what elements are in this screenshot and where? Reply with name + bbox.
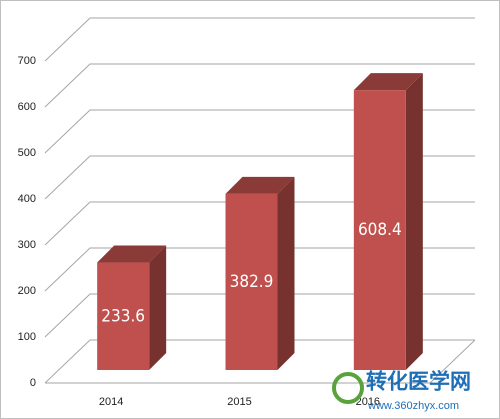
- y-tick-label: 0: [30, 377, 36, 389]
- x-tick-label: 2015: [227, 396, 251, 408]
- bar-side: [149, 245, 167, 370]
- grid-line: [44, 339, 475, 384]
- grid-line: [44, 109, 475, 154]
- y-tick-label: 100: [18, 331, 36, 343]
- bar: [225, 193, 278, 370]
- y-tick-label: 600: [18, 101, 36, 113]
- watermark-url: www.360zhyx.com: [367, 400, 459, 412]
- grid-line: [44, 201, 475, 246]
- bar: [97, 262, 150, 370]
- y-tick-label: 400: [18, 193, 36, 205]
- bar-side: [405, 73, 423, 371]
- watermark: 转化医学网 www.360zhyx.com: [332, 370, 471, 412]
- floor: [45, 339, 476, 384]
- value-label: 608.4: [358, 220, 402, 240]
- watermark-title: 转化医学网: [366, 370, 471, 394]
- grid-line: [44, 17, 475, 62]
- bar-top: [225, 176, 295, 194]
- grid-line: [44, 247, 475, 292]
- x-tick-label: 2014: [99, 396, 123, 408]
- x-tick-label: 2016: [356, 396, 380, 408]
- y-tick-label: 700: [18, 55, 36, 67]
- bar-top: [353, 73, 423, 91]
- y-tick-label: 500: [18, 147, 36, 159]
- value-label: 382.9: [230, 272, 274, 292]
- bar: [353, 90, 406, 371]
- watermark-logo: [332, 372, 364, 404]
- value-label: 233.6: [101, 306, 145, 326]
- y-tick-label: 200: [18, 285, 36, 297]
- bar-top: [97, 245, 167, 263]
- bar-side: [277, 176, 295, 370]
- grid-line: [44, 63, 475, 108]
- grid-line: [44, 293, 475, 338]
- grid-line: [44, 155, 475, 200]
- y-tick-label: 300: [18, 239, 36, 251]
